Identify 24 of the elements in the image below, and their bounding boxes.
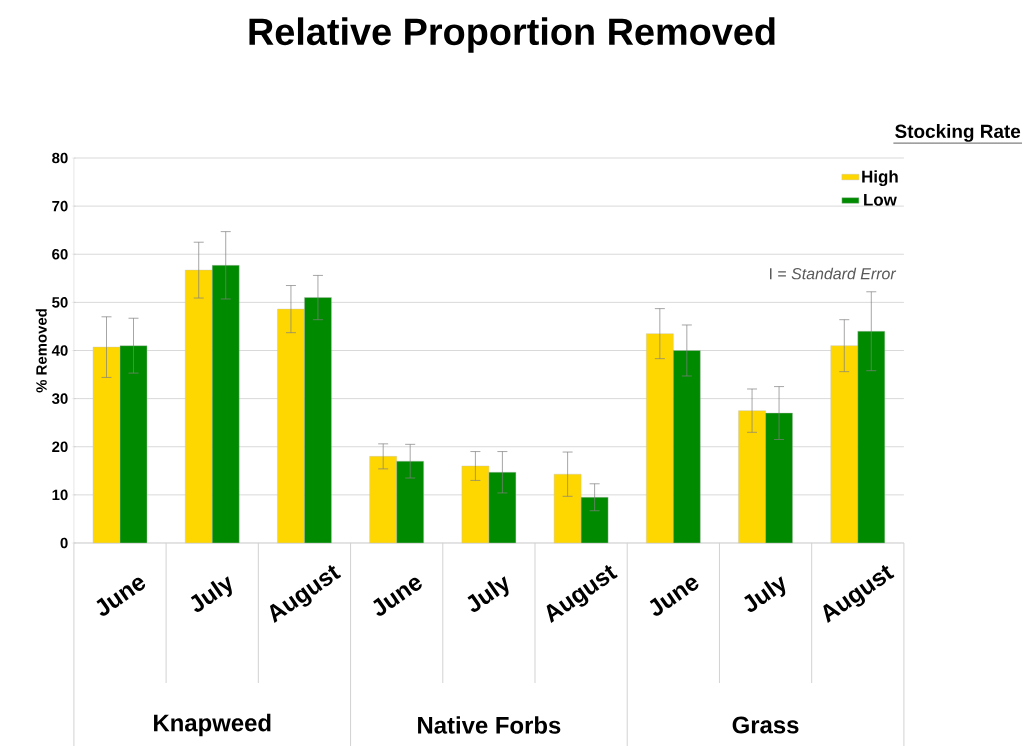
- chart-title: Relative Proportion Removed: [249, 17, 775, 53]
- y-tick-label: 20: [52, 441, 68, 453]
- x-tick-label: July: [190, 576, 232, 612]
- legend-title: Stocking Rate: [895, 124, 1021, 142]
- y-axis-title: % Removed: [35, 309, 47, 393]
- legend-label: High: [862, 170, 898, 187]
- y-tick-label: 10: [52, 489, 68, 501]
- x-tick-label: June: [96, 577, 146, 616]
- text: Native Forbs: [418, 716, 561, 734]
- y-tick-label: 30: [51, 393, 68, 404]
- legend-label: Low: [864, 193, 897, 206]
- text: Grass: [732, 716, 799, 734]
- x-tick-label: June: [649, 577, 699, 616]
- annotation: I = Standard Error: [770, 267, 897, 280]
- y-tick-label: 0: [60, 537, 68, 549]
- x-tick-label: July: [744, 576, 786, 612]
- text: Knapweed: [154, 713, 271, 737]
- y-tick-label: 60: [52, 248, 68, 260]
- y-tick-label: 40: [51, 345, 68, 356]
- x-tick-label: July: [467, 576, 509, 612]
- y-tick-label: 80: [52, 152, 68, 164]
- y-tick-label: 50: [52, 297, 68, 308]
- y-tick-label: 70: [52, 200, 68, 212]
- x-tick-label: June: [373, 577, 422, 616]
